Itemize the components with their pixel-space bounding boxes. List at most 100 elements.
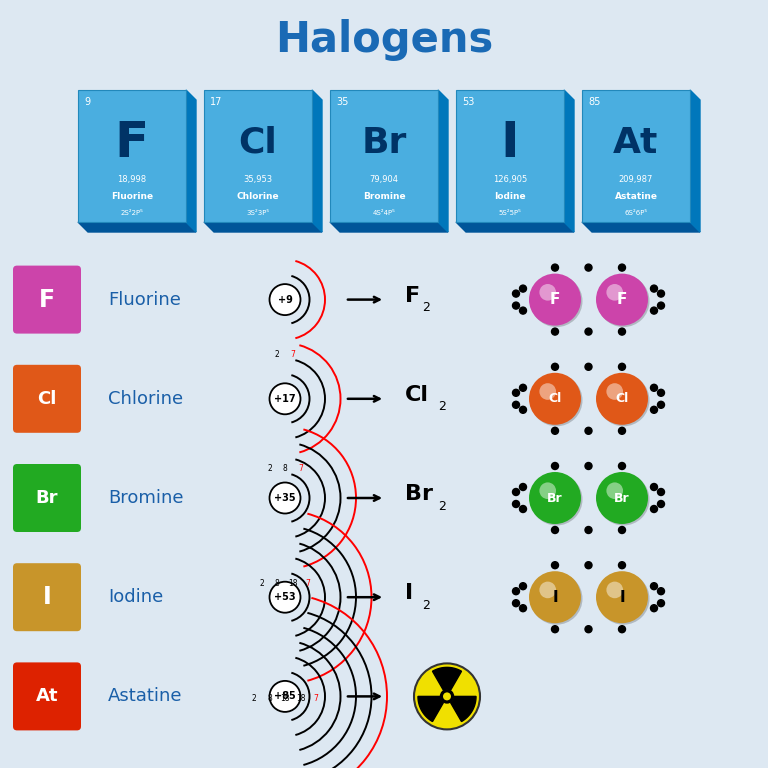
Polygon shape bbox=[432, 667, 462, 690]
Circle shape bbox=[598, 374, 650, 426]
Text: 9: 9 bbox=[84, 97, 90, 107]
Circle shape bbox=[598, 573, 650, 624]
Circle shape bbox=[531, 275, 582, 327]
Text: +53: +53 bbox=[274, 592, 296, 602]
Circle shape bbox=[443, 693, 451, 700]
Text: +9: +9 bbox=[277, 295, 293, 305]
Circle shape bbox=[551, 527, 558, 534]
Text: 8: 8 bbox=[267, 694, 272, 703]
Text: Cl: Cl bbox=[615, 392, 629, 406]
Text: 18: 18 bbox=[296, 694, 305, 703]
Circle shape bbox=[512, 588, 519, 594]
Circle shape bbox=[585, 462, 592, 469]
Circle shape bbox=[585, 427, 592, 434]
Circle shape bbox=[519, 307, 527, 314]
Circle shape bbox=[270, 383, 300, 414]
Text: +17: +17 bbox=[274, 394, 296, 404]
Circle shape bbox=[585, 328, 592, 335]
Polygon shape bbox=[456, 222, 574, 232]
Circle shape bbox=[551, 462, 558, 469]
Circle shape bbox=[657, 600, 664, 607]
Circle shape bbox=[529, 571, 581, 623]
Text: I: I bbox=[43, 585, 51, 609]
Circle shape bbox=[270, 581, 300, 613]
Text: Br: Br bbox=[547, 492, 563, 505]
Circle shape bbox=[270, 482, 300, 514]
FancyBboxPatch shape bbox=[13, 563, 81, 631]
Circle shape bbox=[618, 626, 625, 633]
Circle shape bbox=[585, 561, 592, 568]
Text: At: At bbox=[614, 126, 659, 160]
Circle shape bbox=[657, 302, 664, 309]
Bar bbox=[78, 90, 186, 222]
Circle shape bbox=[519, 484, 527, 491]
Circle shape bbox=[539, 581, 556, 598]
Circle shape bbox=[657, 588, 664, 594]
Circle shape bbox=[650, 583, 657, 590]
Text: Halogens: Halogens bbox=[275, 19, 493, 61]
FancyBboxPatch shape bbox=[13, 365, 81, 433]
Text: Iodine: Iodine bbox=[108, 588, 164, 606]
Text: Astatine: Astatine bbox=[614, 193, 657, 201]
Text: 2: 2 bbox=[252, 694, 257, 703]
Polygon shape bbox=[582, 222, 700, 232]
Text: I: I bbox=[619, 590, 625, 604]
Circle shape bbox=[551, 427, 558, 434]
Circle shape bbox=[551, 363, 558, 370]
Text: 6S²6P⁵: 6S²6P⁵ bbox=[624, 210, 647, 216]
Polygon shape bbox=[564, 90, 574, 232]
Circle shape bbox=[618, 328, 625, 335]
Text: 2: 2 bbox=[260, 579, 264, 588]
Circle shape bbox=[585, 626, 592, 633]
Text: 2S²2P⁵: 2S²2P⁵ bbox=[121, 210, 144, 216]
Circle shape bbox=[585, 363, 592, 370]
Bar bbox=[456, 90, 564, 222]
Circle shape bbox=[650, 406, 657, 413]
Circle shape bbox=[512, 389, 519, 396]
Text: 2: 2 bbox=[422, 599, 430, 611]
Circle shape bbox=[650, 604, 657, 611]
Circle shape bbox=[512, 600, 519, 607]
Circle shape bbox=[270, 681, 300, 712]
Text: 7: 7 bbox=[290, 349, 295, 359]
Text: 79,904: 79,904 bbox=[369, 175, 399, 184]
Text: +35: +35 bbox=[274, 493, 296, 503]
Circle shape bbox=[529, 273, 581, 326]
Text: 8: 8 bbox=[275, 579, 280, 588]
Circle shape bbox=[270, 284, 300, 315]
Circle shape bbox=[596, 472, 648, 524]
Circle shape bbox=[618, 264, 625, 271]
FancyBboxPatch shape bbox=[13, 464, 81, 532]
Circle shape bbox=[519, 583, 527, 590]
Text: 4S²4P⁵: 4S²4P⁵ bbox=[372, 210, 396, 216]
Text: 2: 2 bbox=[267, 465, 272, 473]
Text: 2: 2 bbox=[438, 499, 446, 512]
Circle shape bbox=[618, 527, 625, 534]
Text: 35,953: 35,953 bbox=[243, 175, 273, 184]
Circle shape bbox=[607, 581, 623, 598]
Text: 2: 2 bbox=[422, 301, 430, 314]
Circle shape bbox=[529, 372, 581, 425]
FancyBboxPatch shape bbox=[13, 266, 81, 333]
Circle shape bbox=[650, 484, 657, 491]
Text: 7: 7 bbox=[306, 579, 311, 588]
Text: 126,905: 126,905 bbox=[493, 175, 527, 184]
Polygon shape bbox=[78, 222, 196, 232]
Text: Bromine: Bromine bbox=[362, 193, 406, 201]
Circle shape bbox=[596, 372, 648, 425]
Circle shape bbox=[519, 285, 527, 292]
Text: Cl: Cl bbox=[38, 390, 57, 408]
Text: F: F bbox=[115, 119, 149, 167]
Text: 18: 18 bbox=[288, 579, 297, 588]
Text: Bromine: Bromine bbox=[108, 489, 184, 507]
Circle shape bbox=[551, 328, 558, 335]
Circle shape bbox=[657, 290, 664, 297]
Circle shape bbox=[512, 290, 519, 297]
Text: Br: Br bbox=[614, 492, 630, 505]
Text: Chlorine: Chlorine bbox=[237, 193, 280, 201]
Circle shape bbox=[519, 384, 527, 392]
Circle shape bbox=[657, 402, 664, 409]
Text: 209,987: 209,987 bbox=[619, 175, 654, 184]
Circle shape bbox=[618, 427, 625, 434]
Bar bbox=[330, 90, 438, 222]
